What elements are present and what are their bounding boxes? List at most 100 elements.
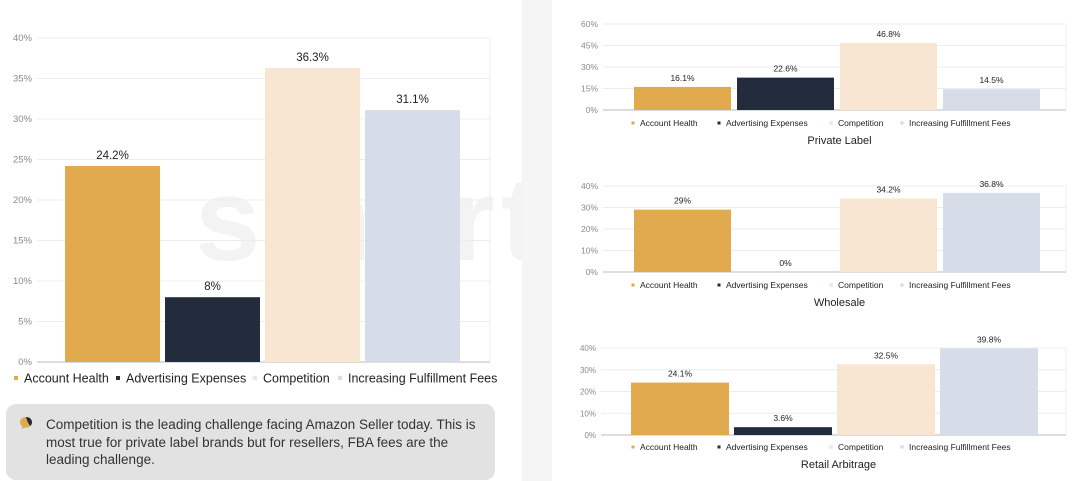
legend-marker-increasing-fulfillment-fees [900, 283, 904, 287]
legend-label: Account Health [640, 280, 698, 290]
bar-increasing-fulfillment-fees [365, 110, 460, 362]
legend-marker-competition [829, 445, 833, 449]
speech-bubble-icon [20, 417, 32, 429]
y-tick-label: 15% [13, 236, 33, 247]
y-tick-label: 0% [584, 431, 596, 440]
legend-label: Increasing Fulfillment Fees [348, 372, 497, 386]
y-tick-label: 0% [586, 105, 599, 115]
legend-marker-account-health [631, 445, 635, 449]
legend-marker-increasing-fulfillment-fees [337, 375, 343, 381]
insight-note: Competition is the leading challenge fac… [6, 404, 495, 480]
bar-competition [840, 198, 937, 272]
legend-label: Competition [263, 372, 330, 386]
bar-account-health [65, 165, 160, 362]
value-label: 24.2% [96, 150, 129, 162]
value-label: 34.2% [876, 184, 901, 194]
panel-divider [522, 0, 552, 481]
legend-marker-advertising-expenses [717, 283, 721, 287]
legend-marker-competition [829, 121, 833, 125]
wholesale-chart: 0% 10% 20% 30% 40% 29% 0% 34.2% 36.8% Account Hea… [581, 179, 1067, 309]
legend-label: Competition [838, 442, 884, 452]
overall-chart-panel: smartscout 0%5%10%15%20%25%30%35%40%24.2… [0, 0, 885, 481]
legend-label: Increasing Fulfillment Fees [909, 280, 1011, 290]
bar-advertising-expenses [165, 297, 260, 362]
legend-label: Competition [838, 118, 884, 128]
legend-marker-competition [252, 375, 258, 381]
y-tick-label: 10% [581, 246, 598, 256]
y-tick-label: 15% [581, 84, 598, 94]
legend-label: Advertising Expenses [726, 442, 808, 452]
value-label: 36.3% [296, 52, 329, 64]
y-tick-label: 0% [18, 357, 32, 368]
y-tick-label: 20% [13, 195, 33, 206]
legend-marker-account-health [14, 376, 18, 380]
value-label: 36.8% [979, 179, 1004, 189]
y-tick-label: 40% [13, 33, 33, 44]
y-tick-label: 0% [586, 267, 599, 277]
y-tick-label: 5% [18, 317, 32, 328]
y-tick-label: 60% [581, 19, 598, 29]
legend-marker-account-health [631, 283, 635, 287]
y-tick-label: 30% [580, 366, 596, 375]
legend-label: Advertising Expenses [726, 280, 808, 290]
value-label: 14.5% [979, 75, 1004, 85]
legend-label: Account Health [640, 118, 698, 128]
legend-marker-advertising-expenses [116, 376, 120, 380]
y-tick-label: 45% [581, 41, 598, 51]
legend-label: Account Health [640, 442, 698, 452]
legend-marker-advertising-expenses [717, 121, 721, 125]
value-label: 31.1% [396, 94, 429, 106]
legend-label: Advertising Expenses [126, 372, 246, 386]
legend-marker-competition [829, 283, 833, 287]
private-label-chart: 0% 15% 30% 45% 60% 16.1% 22.6% 46.8% 14.5% Accoun… [581, 19, 1067, 147]
insight-note-text: Competition is the leading challenge fac… [46, 417, 476, 467]
y-tick-label: 10% [13, 276, 33, 287]
bar-advertising-expenses [734, 427, 832, 435]
bar-account-health [631, 382, 729, 435]
value-label: 29% [674, 196, 691, 206]
y-tick-label: 40% [581, 181, 598, 191]
legend-marker-increasing-fulfillment-fees [900, 121, 904, 125]
bar-advertising-expenses [737, 77, 834, 110]
y-tick-label: 20% [580, 388, 596, 397]
chart-title: Private Label [807, 135, 871, 147]
value-label: 24.1% [668, 369, 693, 379]
retail-arbitrage-chart: 0% 10% 20% 30% 40% 24.1% 3.6% 32.5% 39.8% Account… [580, 334, 1067, 471]
legend-marker-account-health [631, 121, 635, 125]
value-label: 16.1% [670, 73, 695, 83]
chart-title: Retail Arbitrage [801, 459, 876, 471]
value-label: 46.8% [876, 29, 901, 39]
bar-increasing-fulfillment-fees [943, 192, 1040, 272]
value-label: 39.8% [977, 334, 1002, 344]
y-tick-label: 30% [13, 114, 33, 125]
legend-marker-advertising-expenses [717, 445, 721, 449]
y-tick-label: 35% [13, 74, 33, 85]
bar-competition [840, 42, 937, 110]
y-tick-label: 40% [580, 344, 596, 353]
y-tick-label: 20% [581, 224, 598, 234]
value-label: 0% [779, 258, 792, 268]
value-label: 22.6% [773, 64, 798, 74]
legend-label: Account Health [24, 372, 109, 386]
overall-challenges-chart: 0% 5% 10% 15% 20% 25% 30% 35% 40% 24.2% 8% 36.3% 31.… [13, 33, 497, 386]
chart-title: Wholesale [814, 297, 865, 309]
bar-increasing-fulfillment-fees [943, 89, 1040, 110]
value-label: 3.6% [773, 413, 793, 423]
bar-competition [837, 364, 935, 435]
legend-marker-increasing-fulfillment-fees [900, 445, 904, 449]
value-label: 32.5% [874, 350, 899, 360]
y-tick-label: 30% [581, 62, 598, 72]
y-tick-label: 30% [581, 203, 598, 213]
legend-label: Advertising Expenses [726, 118, 808, 128]
bar-account-health [634, 86, 731, 110]
y-tick-label: 10% [580, 409, 596, 418]
bar-account-health [634, 209, 731, 272]
bar-increasing-fulfillment-fees [940, 348, 1038, 435]
bar-competition [265, 67, 360, 362]
legend-label: Increasing Fulfillment Fees [909, 118, 1011, 128]
legend-label: Competition [838, 280, 884, 290]
segment-charts-panel: 0% 15% 30% 45% 60% 16.1% 22.6% 46.8% 14.5% Accoun… [552, 0, 1080, 481]
value-label: 8% [204, 281, 221, 293]
y-tick-label: 25% [13, 155, 33, 166]
legend-label: Increasing Fulfillment Fees [909, 442, 1011, 452]
